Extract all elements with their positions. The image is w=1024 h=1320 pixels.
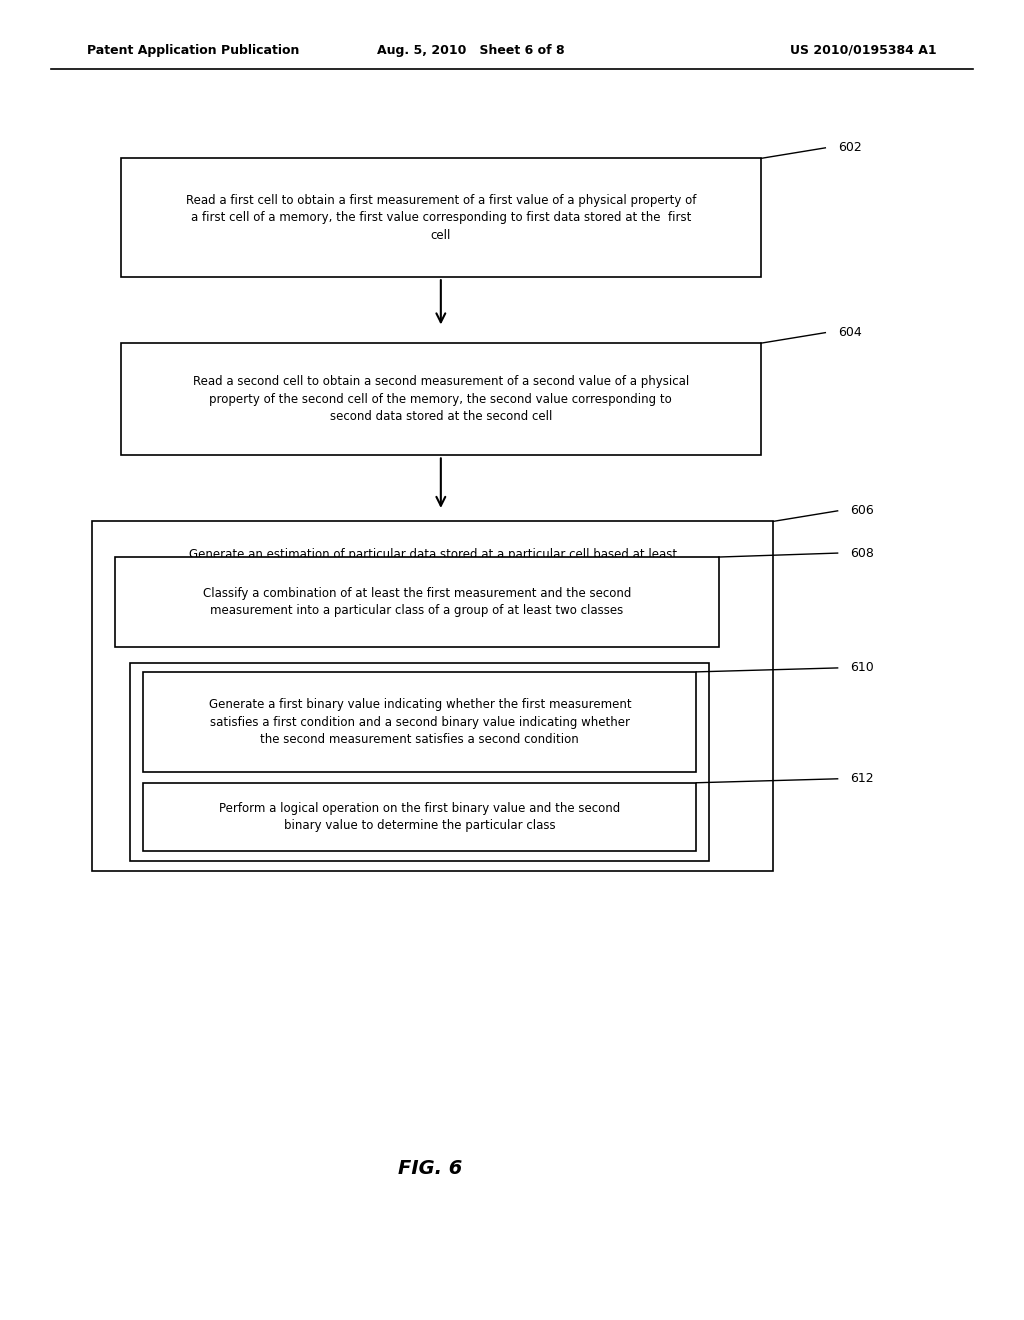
FancyBboxPatch shape: [92, 521, 773, 871]
Text: Read a first cell to obtain a first measurement of a first value of a physical p: Read a first cell to obtain a first meas…: [185, 194, 696, 242]
Text: Perform a logical operation on the first binary value and the second
binary valu: Perform a logical operation on the first…: [219, 801, 621, 833]
Text: 604: 604: [838, 326, 861, 339]
Text: 606: 606: [850, 504, 873, 517]
FancyBboxPatch shape: [143, 672, 696, 772]
Text: Aug. 5, 2010   Sheet 6 of 8: Aug. 5, 2010 Sheet 6 of 8: [377, 44, 565, 57]
Text: Generate a first binary value indicating whether the first measurement
satisfies: Generate a first binary value indicating…: [209, 698, 631, 746]
Text: US 2010/0195384 A1: US 2010/0195384 A1: [791, 44, 937, 57]
Text: Read a second cell to obtain a second measurement of a second value of a physica: Read a second cell to obtain a second me…: [193, 375, 689, 424]
Text: Patent Application Publication: Patent Application Publication: [87, 44, 299, 57]
FancyBboxPatch shape: [130, 663, 709, 861]
Text: Classify a combination of at least the first measurement and the second
measurem: Classify a combination of at least the f…: [203, 586, 631, 618]
FancyBboxPatch shape: [121, 158, 761, 277]
Text: FIG. 6: FIG. 6: [398, 1159, 462, 1177]
Text: 602: 602: [838, 141, 861, 154]
FancyBboxPatch shape: [121, 343, 761, 455]
FancyBboxPatch shape: [115, 557, 719, 647]
Text: 608: 608: [850, 546, 873, 560]
Text: Generate an estimation of particular data stored at a particular cell based at l: Generate an estimation of particular dat…: [188, 548, 677, 579]
Text: 610: 610: [850, 661, 873, 675]
Text: 612: 612: [850, 772, 873, 785]
FancyBboxPatch shape: [143, 783, 696, 851]
